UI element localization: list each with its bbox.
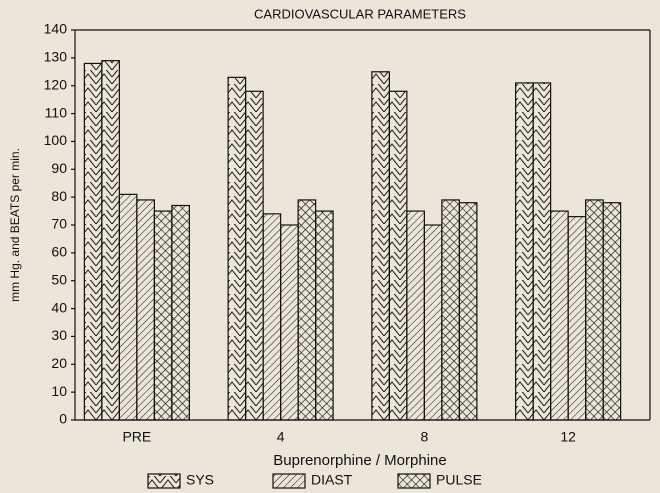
y-tick-label: 110 [45, 104, 68, 120]
bar [532, 82, 552, 421]
chart-title: CARDIOVASCULAR PARAMETERS [254, 6, 466, 21]
y-tick-label: 100 [44, 132, 68, 148]
bar [515, 82, 534, 421]
y-tick-label: 70 [51, 216, 67, 232]
bar [371, 71, 390, 421]
y-tick-label: 80 [51, 188, 67, 204]
bar [388, 90, 408, 421]
y-tick-label: 60 [51, 244, 67, 260]
y-tick-label: 10 [51, 383, 67, 399]
bar [245, 90, 264, 421]
bar [136, 199, 155, 421]
y-tick-label: 140 [44, 21, 68, 37]
y-tick-label: 130 [44, 49, 68, 65]
bar [171, 204, 190, 421]
y-axis-label: mm Hg. and BEATS per min. [8, 148, 22, 302]
y-tick-label: 120 [44, 76, 68, 92]
x-tick-label: PRE [122, 429, 151, 445]
legend-swatch [397, 473, 431, 489]
bar [280, 224, 299, 421]
legend-label: DIAST [311, 472, 353, 488]
bar [585, 199, 604, 421]
bar [297, 199, 317, 421]
y-tick-label: 20 [51, 355, 67, 371]
x-axis-label: Buprenorphine / Morphine [273, 452, 446, 469]
bar [423, 224, 443, 421]
x-tick-label: 12 [560, 429, 576, 445]
legend-label: PULSE [436, 472, 482, 488]
bar [406, 210, 425, 421]
x-tick-label: 4 [277, 429, 285, 445]
bar [153, 210, 173, 421]
bar [458, 202, 478, 421]
legend-swatch [272, 473, 306, 489]
legend-label: SYS [186, 472, 214, 488]
legend-swatch [147, 473, 181, 489]
y-tick-label: 50 [51, 271, 67, 287]
bar [118, 193, 138, 421]
bar [227, 76, 247, 421]
y-tick-label: 40 [51, 299, 67, 315]
bar [315, 210, 334, 421]
y-tick-label: 0 [59, 411, 67, 427]
bar [441, 199, 460, 421]
y-tick-label: 30 [51, 327, 67, 343]
bar [83, 62, 103, 421]
bar [262, 213, 282, 421]
bar [101, 60, 120, 421]
bar [602, 202, 622, 421]
y-tick-label: 90 [51, 160, 67, 176]
bar [567, 216, 587, 421]
bar [550, 210, 569, 421]
x-tick-label: 8 [420, 429, 428, 445]
